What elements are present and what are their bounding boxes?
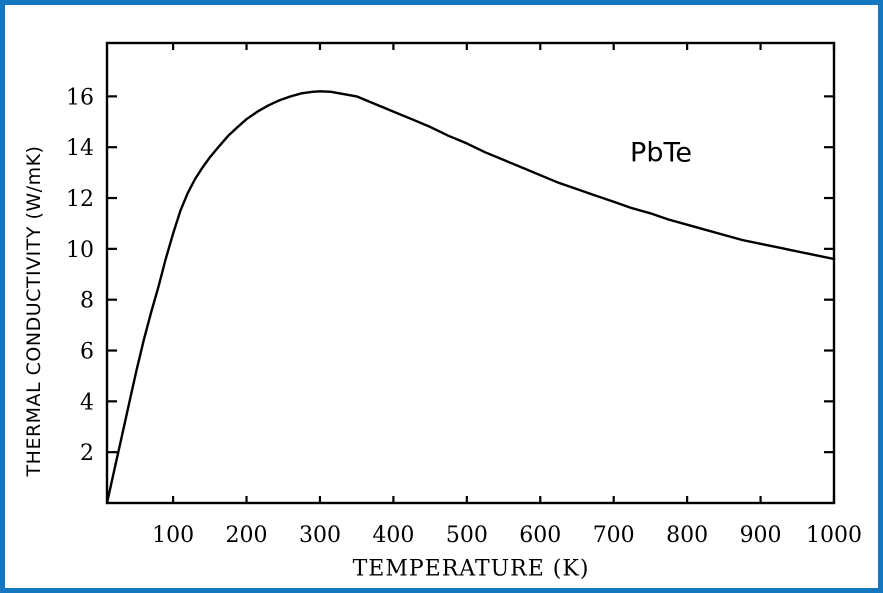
y-tick-label: 10 <box>66 238 94 263</box>
x-tick-label: 300 <box>299 523 341 548</box>
x-tick-label: 600 <box>519 523 561 548</box>
y-tick-label: 2 <box>80 441 94 466</box>
x-tick-label: 700 <box>593 523 635 548</box>
y-tick-label: 8 <box>80 289 94 314</box>
x-tick-label: 200 <box>226 523 268 548</box>
y-tick-label: 16 <box>66 85 94 110</box>
y-tick-label: 12 <box>66 187 94 212</box>
y-tick-label: 6 <box>80 340 94 365</box>
x-tick-label: 400 <box>372 523 414 548</box>
x-tick-label: 800 <box>666 523 708 548</box>
y-tick-label: 4 <box>80 390 94 415</box>
x-tick-label: 500 <box>446 523 488 548</box>
y-tick-label: 14 <box>66 136 94 161</box>
x-tick-label: 1000 <box>806 523 862 548</box>
plot-box <box>105 41 836 505</box>
x-tick-label: 100 <box>152 523 194 548</box>
data-curve <box>105 90 836 505</box>
x-tick-label: 900 <box>740 523 782 548</box>
